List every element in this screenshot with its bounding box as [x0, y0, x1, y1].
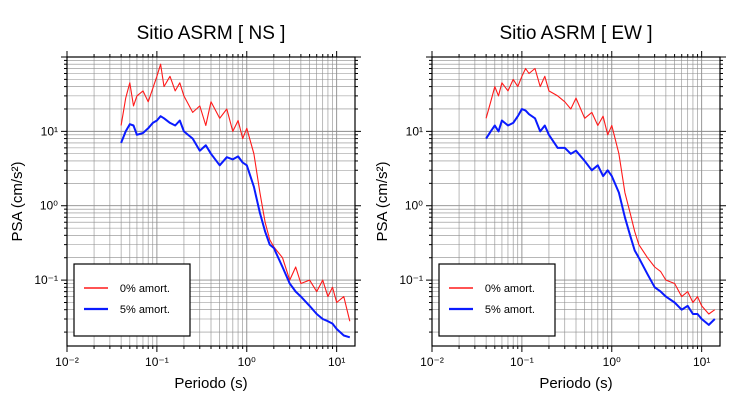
grid	[66, 56, 355, 346]
legend: 0% amort. 5% amort.	[438, 263, 556, 337]
y-tick-label: 10¹	[406, 124, 423, 138]
series-line-0pct	[485, 67, 716, 315]
legend: 0% amort. 5% amort.	[73, 263, 191, 337]
legend-label: 0% amort.	[120, 283, 170, 295]
x-tick-label: 10⁰	[238, 355, 256, 369]
x-tick-label: 10¹	[328, 355, 345, 369]
legend-box	[438, 263, 556, 337]
legend-label: 5% amort.	[485, 304, 535, 316]
y-tick-label: 10⁰	[405, 199, 423, 213]
y-tick-label: 10⁻¹	[399, 273, 423, 287]
x-tick-label: 10⁻²	[55, 355, 79, 369]
series-line-0pct	[120, 63, 351, 322]
x-tick-label: 10⁻¹	[510, 355, 534, 369]
legend-box	[73, 263, 191, 337]
legend-label: 5% amort.	[120, 304, 170, 316]
y-tick-label: 10⁻¹	[34, 273, 58, 287]
y-tick-label: 10⁰	[40, 199, 58, 213]
y-tick-label: 10¹	[41, 124, 58, 138]
x-axis-label: Periodo (s)	[539, 375, 612, 392]
chart-panel-1: 10⁻² 10⁻¹ 10⁰ 10¹ 10⁻¹ 10⁰ 10¹ Sitio ASRM [ EW …	[374, 23, 726, 392]
chart-panel-0: 10⁻² 10⁻¹ 10⁰ 10¹ 10⁻¹ 10⁰ 10¹ Sitio ASRM [ NS …	[9, 23, 361, 392]
series-line-5pct	[485, 108, 716, 326]
y-axis-label: PSA (cm/s²)	[374, 161, 391, 241]
legend-label: 0% amort.	[485, 283, 535, 295]
x-tick-label: 10⁰	[603, 355, 621, 369]
x-tick-label: 10¹	[693, 355, 710, 369]
series-line-5pct	[120, 115, 351, 339]
y-axis-label: PSA (cm/s²)	[9, 161, 26, 241]
x-tick-label: 10⁻²	[420, 355, 444, 369]
chart-title: Sitio ASRM [ EW ]	[499, 23, 652, 44]
chart-title: Sitio ASRM [ NS ]	[137, 23, 286, 44]
x-tick-label: 10⁻¹	[145, 355, 169, 369]
x-axis-label: Periodo (s)	[174, 375, 247, 392]
